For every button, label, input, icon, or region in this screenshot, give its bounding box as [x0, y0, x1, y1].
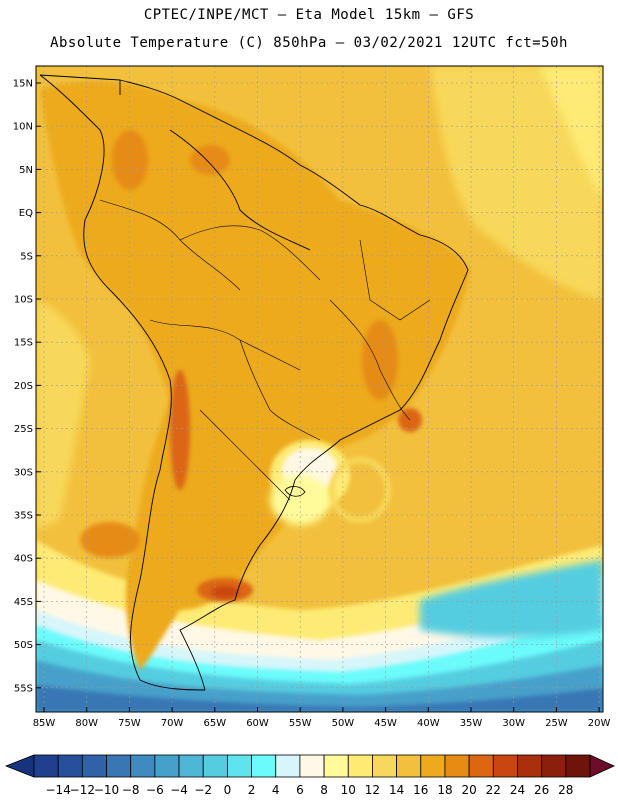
colorbar-label: −14	[46, 783, 71, 797]
colorbar-label: 24	[510, 783, 525, 797]
colorbar-swatch	[541, 754, 567, 778]
lat-tick-label: 20S	[14, 381, 33, 392]
lat-tick-label: 30S	[14, 467, 33, 478]
lon-tick-label: 40W	[417, 718, 440, 729]
colorbar-label: 2	[248, 783, 256, 797]
lat-tick-label: 40S	[14, 554, 33, 565]
lon-tick-label: 20W	[588, 718, 611, 729]
lon-tick-label: 50W	[332, 718, 355, 729]
lon-tick-label: 70W	[161, 718, 184, 729]
colorbar-swatch	[251, 754, 277, 778]
colorbar-swatch	[275, 754, 301, 778]
colorbar-swatch	[106, 754, 132, 778]
colorbar-label: −10	[94, 783, 119, 797]
colorbar-swatch	[323, 754, 349, 778]
lat-tick-label: 15N	[13, 79, 33, 90]
colorbar-swatch	[33, 754, 59, 778]
lat-tick-label: 10N	[13, 122, 33, 133]
colorbar-label: 20	[461, 783, 476, 797]
colorbar-swatch	[396, 754, 422, 778]
latitude-axis: 15N 10N 5N EQ 5S 10S 15S 20S 25S 30S 35S 40S 45S 50S 5…	[13, 79, 41, 694]
colorbar-label: −12	[70, 783, 95, 797]
longitude-axis: 85W 80W 75W 70W 65W 60W 55W 50W 45W 40W 35W 30W 25W 2…	[33, 707, 611, 729]
colorbar-label: −8	[122, 783, 140, 797]
lon-tick-label: 75W	[118, 718, 141, 729]
colorbar-swatch	[57, 754, 83, 778]
colorbar-label: 14	[389, 783, 404, 797]
colorbar-swatch	[130, 754, 156, 778]
colorbar-label: 26	[534, 783, 549, 797]
colorbar-swatch	[420, 754, 446, 778]
colorbar-swatch	[299, 754, 325, 778]
colorbar-label: 12	[365, 783, 380, 797]
lon-tick-label: 45W	[374, 718, 397, 729]
lon-tick-label: 55W	[289, 718, 312, 729]
colorbar-swatch	[178, 754, 204, 778]
colorbar: −14−12−10 −8 −6 −4 −2 0 2 4 6 8 10 12 14 16 18 20 22 24 26…	[4, 754, 615, 797]
coastline	[39, 74, 469, 691]
colorbar-label: 22	[486, 783, 501, 797]
lat-tick-label: 35S	[14, 511, 33, 522]
colorbar-label: 0	[224, 783, 232, 797]
lon-tick-label: 60W	[246, 718, 269, 729]
colorbar-label: 4	[272, 783, 280, 797]
colorbar-swatch	[517, 754, 543, 778]
colorbar-label: 28	[558, 783, 573, 797]
lon-tick-label: 85W	[33, 718, 56, 729]
lagoon-outline	[284, 486, 306, 497]
colorbar-swatch	[444, 754, 470, 778]
colorbar-label: −2	[194, 783, 212, 797]
temperature-field	[36, 66, 603, 712]
colorbar-swatch	[565, 754, 591, 778]
map-frame	[35, 65, 604, 713]
colorbar-label: 10	[341, 783, 356, 797]
lat-tick-label: 55S	[14, 683, 33, 694]
map-subtitle: Absolute Temperature (C) 850hPa — 03/02/…	[50, 35, 568, 51]
colorbar-label: −4	[170, 783, 188, 797]
colorbar-left-arrow	[4, 754, 35, 778]
colorbar-right-arrow	[589, 754, 615, 778]
colorbar-label: 18	[437, 783, 452, 797]
map-title: CPTEC/INPE/MCT — Eta Model 15km — GFS	[143, 7, 475, 23]
lat-tick-label: 50S	[14, 640, 33, 651]
colorbar-label: −6	[146, 783, 164, 797]
country-borders	[99, 199, 431, 501]
colorbar-swatch	[81, 754, 107, 778]
lat-tick-label: EQ	[19, 208, 33, 219]
lat-tick-label: 15S	[14, 338, 33, 349]
lon-tick-label: 65W	[203, 718, 226, 729]
colorbar-swatch	[492, 754, 518, 778]
colorbar-label: 8	[320, 783, 328, 797]
colorbar-label: 16	[413, 783, 428, 797]
colorbar-swatch	[154, 754, 180, 778]
lon-tick-label: 35W	[460, 718, 483, 729]
colorbar-label: 6	[296, 783, 304, 797]
lat-tick-label: 5S	[20, 251, 33, 262]
colorbar-swatch	[226, 754, 252, 778]
lon-tick-label: 30W	[502, 718, 525, 729]
lat-tick-label: 45S	[14, 597, 33, 608]
colorbar-swatch	[468, 754, 494, 778]
colorbar-swatch	[202, 754, 228, 778]
lon-tick-label: 80W	[75, 718, 98, 729]
colorbar-swatch	[372, 754, 398, 778]
colorbar-swatch	[347, 754, 373, 778]
lat-tick-label: 10S	[14, 295, 33, 306]
lat-tick-label: 25S	[14, 424, 33, 435]
lat-tick-label: 5N	[19, 165, 33, 176]
lon-tick-label: 25W	[545, 718, 568, 729]
